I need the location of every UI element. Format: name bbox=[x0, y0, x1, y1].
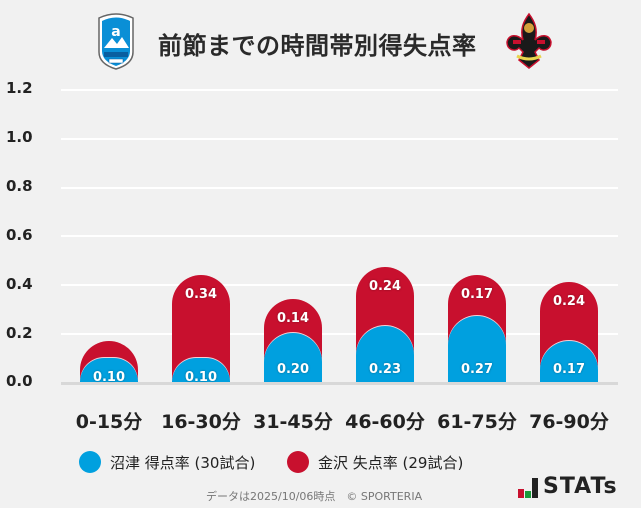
value-label: 0.24 bbox=[368, 279, 402, 295]
chart-header: a 前節までの時間帯別得失点率 bbox=[0, 0, 641, 80]
bar-segment-numazu bbox=[540, 340, 598, 382]
gridline bbox=[61, 284, 618, 286]
chart-plot-area: 1.2 1.0 0.8 0.6 0.4 0.2 0.0 0.10 0.34 0.10… bbox=[6, 79, 618, 433]
value-label: 0.17 bbox=[552, 361, 586, 377]
x-tick-label: 76-90分 bbox=[529, 411, 609, 433]
legend-dot-icon bbox=[287, 451, 309, 473]
value-label: 0.20 bbox=[276, 361, 310, 377]
y-tick-label: 1.2 bbox=[6, 79, 33, 97]
stacked-bar: 0.24 0.17 bbox=[540, 281, 598, 382]
x-axis-baseline bbox=[61, 382, 618, 385]
stats-brand-logo: STATs bbox=[518, 476, 618, 498]
value-label: 0.17 bbox=[460, 286, 494, 302]
x-tick-label: 0-15分 bbox=[75, 411, 143, 433]
value-label: 0.10 bbox=[92, 369, 126, 385]
y-tick-label: 0.6 bbox=[6, 226, 33, 244]
y-tick-label: 0.4 bbox=[6, 275, 33, 293]
value-label: 0.14 bbox=[276, 311, 310, 327]
bar-segment-numazu bbox=[264, 333, 322, 382]
bar-segment-numazu bbox=[448, 316, 506, 382]
y-tick-label: 1.0 bbox=[6, 128, 33, 146]
stacked-bar: 0.24 0.23 bbox=[356, 267, 414, 382]
legend-item-kanazawa: 金沢 失点率 (29試合) bbox=[287, 449, 463, 475]
gridline bbox=[61, 187, 618, 189]
value-label: 0.24 bbox=[552, 293, 586, 309]
value-label: 0.23 bbox=[368, 361, 402, 377]
y-tick-label: 0.8 bbox=[6, 177, 33, 195]
x-tick-label: 46-60分 bbox=[345, 411, 425, 433]
y-tick-label: 0.2 bbox=[6, 324, 33, 342]
value-label: 0.10 bbox=[184, 369, 218, 385]
gridline bbox=[61, 235, 618, 237]
stacked-bar: 0.14 0.20 bbox=[264, 299, 322, 382]
value-label: 0.27 bbox=[460, 361, 494, 377]
gridline bbox=[61, 138, 618, 140]
chart-title: 前節までの時間帯別得失点率 bbox=[158, 32, 477, 60]
value-label: 0.34 bbox=[184, 286, 218, 302]
stacked-bar: 0.17 0.27 bbox=[448, 274, 506, 382]
home-team-logo: a bbox=[96, 12, 136, 70]
stats-brand-text: STATs bbox=[543, 474, 618, 499]
x-tick-label: 61-75分 bbox=[437, 411, 517, 433]
away-team-logo bbox=[505, 12, 553, 70]
stacked-bar: 0.34 0.10 bbox=[172, 274, 230, 385]
gridline bbox=[61, 89, 618, 91]
svg-text:a: a bbox=[111, 24, 120, 40]
y-tick-label: 0.0 bbox=[6, 372, 33, 390]
x-tick-label: 31-45分 bbox=[253, 411, 333, 433]
stats-bars-icon bbox=[518, 478, 539, 498]
legend-dot-icon bbox=[79, 451, 101, 473]
legend-item-numazu: 沼津 得点率 (30試合) bbox=[79, 449, 255, 475]
data-source-note: データは2025/10/06時点 © SPORTERIA bbox=[206, 490, 423, 503]
gridline bbox=[61, 333, 618, 335]
x-tick-label: 16-30分 bbox=[161, 411, 241, 433]
legend-label: 金沢 失点率 (29試合) bbox=[318, 453, 464, 472]
bar-segment-numazu bbox=[356, 325, 414, 382]
legend-label: 沼津 得点率 (30試合) bbox=[110, 453, 256, 472]
stacked-bar: 0.10 bbox=[80, 340, 138, 385]
